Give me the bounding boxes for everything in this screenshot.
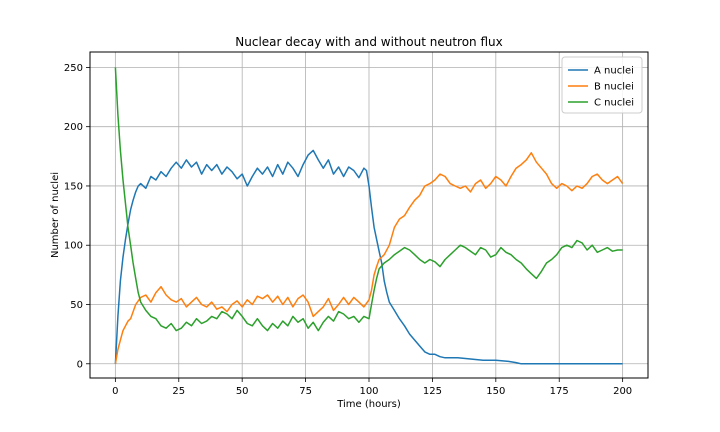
series-line-c-nuclei [114, 67, 623, 332]
y-tick-label: 250 [64, 63, 83, 74]
legend-label: A nuclei [594, 66, 634, 77]
y-axis-label: Number of nuclei [50, 172, 61, 258]
x-tick-label: 200 [613, 386, 632, 397]
legend-label: C nuclei [594, 98, 634, 109]
series-line-a-nuclei [114, 149, 623, 365]
x-tick-label: 125 [423, 386, 442, 397]
x-axis-label: Time (hours) [336, 399, 401, 410]
series-group [114, 67, 624, 365]
series-line-b-nuclei [114, 152, 624, 364]
y-tick-label: 100 [64, 241, 83, 252]
legend-box [561, 56, 643, 114]
y-tick-label: 50 [70, 300, 83, 311]
x-tick-label: 150 [486, 386, 505, 397]
legend-label: B nuclei [594, 82, 634, 93]
ticks: 0 25 50 75 100 125 150 175 200 0 50 100 150 200 250 [64, 63, 632, 397]
x-tick-label: 50 [236, 386, 249, 397]
x-tick-label: 75 [299, 386, 312, 397]
y-tick-label: 150 [64, 181, 83, 192]
x-tick-label: 100 [359, 386, 378, 397]
y-tick-label: 0 [77, 359, 83, 370]
y-tick-label: 200 [64, 122, 83, 133]
legend: A nuclei B nuclei C nuclei [561, 56, 643, 114]
x-tick-label: 25 [172, 386, 185, 397]
chart-title: Nuclear decay with and without neutron f… [235, 35, 502, 49]
x-tick-label: 175 [550, 386, 569, 397]
x-tick-label: 0 [112, 386, 118, 397]
